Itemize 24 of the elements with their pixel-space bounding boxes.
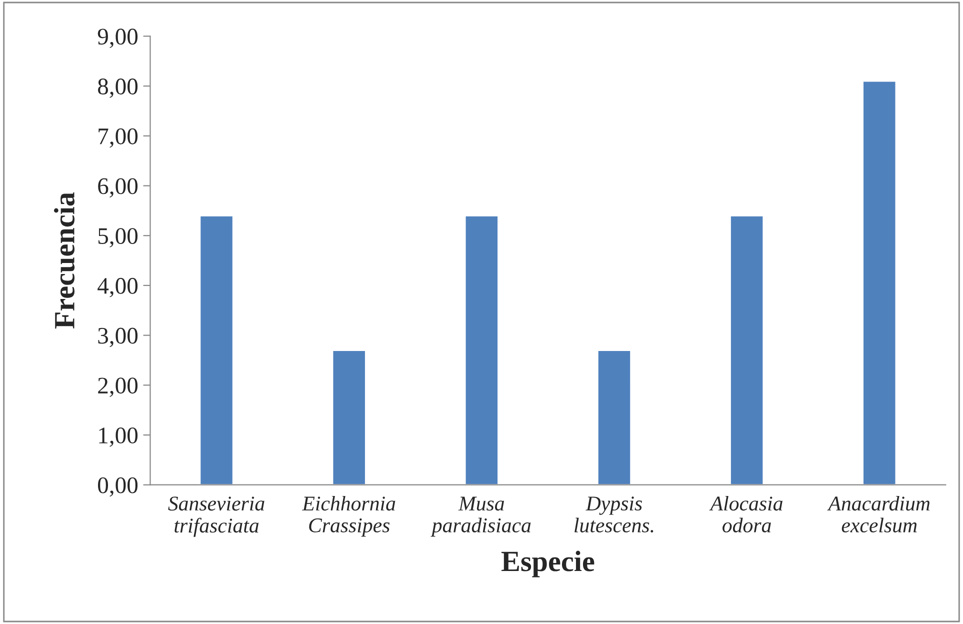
y-tick-label: 6,00 <box>98 178 138 198</box>
y-tick-label: 3,00 <box>98 328 138 348</box>
bar <box>332 350 366 485</box>
y-tick-label: 0,00 <box>98 477 138 497</box>
bar <box>862 80 897 485</box>
y-tick-label: 9,00 <box>98 28 138 48</box>
bar <box>464 214 499 485</box>
x-tick-label: Sansevieria trifasciata <box>168 496 264 537</box>
x-tick-label: Musa paradisiaca <box>430 496 531 537</box>
y-tick-label: 8,00 <box>98 78 138 98</box>
x-axis-title: Especie <box>501 550 594 578</box>
bar <box>596 350 632 485</box>
bar <box>199 214 234 485</box>
y-tick-label: 2,00 <box>98 378 138 397</box>
y-tick-label: 7,00 <box>98 128 138 148</box>
x-tick-label: Dypsis lutescens. <box>574 496 654 532</box>
x-tick-label: Anacardium excelsum <box>827 496 930 532</box>
bar <box>730 214 764 485</box>
y-tick-label: 1,00 <box>99 427 138 447</box>
x-tick-label: Alocasia odora <box>709 496 782 532</box>
y-axis-title: Frecuencia <box>54 192 75 329</box>
x-tick-label: Eichhornia Crassipes <box>302 496 396 537</box>
y-tick-label: 4,00 <box>98 278 138 298</box>
y-tick-label: 5,00 <box>98 228 138 248</box>
